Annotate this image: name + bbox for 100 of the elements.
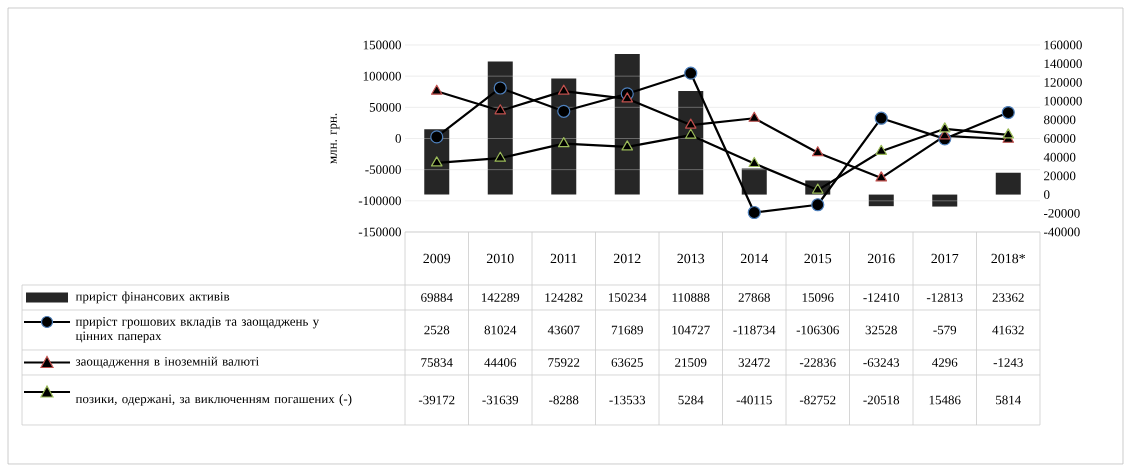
x-tick-label: 2016	[867, 253, 895, 264]
point	[874, 111, 888, 125]
x-tick-label: 2017	[931, 253, 959, 264]
data-label: -63243	[863, 358, 900, 367]
point	[1001, 105, 1015, 120]
data-label: -12410	[863, 293, 900, 302]
point	[748, 111, 761, 122]
data-label: 81024	[484, 325, 517, 335]
point	[557, 104, 571, 118]
data-label: 63625	[611, 358, 643, 367]
data-label: -39172	[418, 395, 455, 405]
point	[1002, 128, 1015, 139]
y2-tick-label: 120000	[1044, 78, 1082, 87]
y2-tick-label: 40000	[1043, 152, 1076, 162]
point	[938, 122, 951, 133]
legend-label: приріст грошових вкладів та заощаджень у цінних паперах	[75, 317, 320, 343]
y-tick-label: 100000	[363, 71, 401, 81]
data-label: 15096	[802, 293, 834, 302]
data-label: -106306	[796, 325, 839, 335]
y2-tick-label: -40000	[1044, 227, 1080, 237]
data-label: 4296	[932, 358, 958, 367]
data-label: 15486	[929, 395, 961, 405]
data-label: 41632	[992, 325, 1024, 335]
y2-tick-label: 20000	[1044, 171, 1076, 181]
data-label: -13533	[609, 395, 646, 405]
point	[430, 84, 443, 95]
data-label: 75922	[548, 358, 580, 367]
bar	[932, 194, 958, 207]
point	[747, 205, 761, 220]
point	[494, 151, 507, 162]
point	[430, 156, 443, 167]
data-label: 27868	[738, 293, 770, 302]
point	[748, 156, 761, 168]
legend-label: позики, одержані, за виключенням погашених (-)	[75, 394, 352, 406]
y-tick-label: 0	[395, 134, 401, 143]
data-label: 43607	[547, 325, 580, 335]
data-label: -31639	[482, 395, 519, 405]
x-tick-label: 2014	[740, 253, 768, 264]
x-tick-label: 2018*	[991, 253, 1026, 264]
x-tick-label: 2015	[804, 253, 832, 264]
data-label: 75834	[421, 358, 453, 367]
point	[811, 198, 825, 212]
legend-label: заощадження в іноземній валюті	[75, 356, 259, 369]
y-tick-label: -150000	[358, 227, 401, 237]
y2-tick-label: 100000	[1044, 96, 1082, 106]
x-tick-label: 2013	[677, 253, 705, 264]
data-label: -118734	[733, 325, 776, 335]
data-label: 110888	[672, 293, 710, 302]
bar	[995, 172, 1021, 195]
point	[684, 66, 698, 80]
point	[493, 81, 507, 95]
y2-tick-label: 60000	[1044, 134, 1076, 143]
y-tick-label: 50000	[369, 102, 401, 112]
x-tick-label: 2012	[613, 253, 641, 264]
bar	[614, 54, 640, 195]
y-tick-label: -100000	[358, 196, 401, 206]
point	[557, 84, 570, 95]
legend-label: приріст фінансових активів	[75, 291, 230, 304]
x-tick-label: 2011	[550, 253, 577, 264]
point	[684, 128, 697, 139]
data-label: -8288	[549, 395, 579, 405]
data-label: 71689	[611, 325, 643, 335]
data-label: 32472	[738, 358, 770, 367]
data-label: 32528	[865, 325, 897, 335]
data-label: 23362	[992, 293, 1024, 302]
bar	[741, 168, 767, 195]
point	[684, 118, 697, 129]
data-label: 21509	[675, 358, 707, 367]
y-axis-title: млн. грн.	[330, 113, 340, 164]
data-label: 5284	[678, 395, 704, 405]
data-label: -82752	[799, 395, 836, 405]
y2-tick-label: 140000	[1044, 59, 1082, 69]
point	[875, 144, 888, 155]
point	[875, 171, 888, 182]
data-label: 69884	[421, 293, 453, 302]
data-label: -40115	[736, 395, 772, 405]
y2-tick-label: 0	[1044, 190, 1050, 199]
x-tick-label: 2009	[423, 253, 451, 264]
data-label: 44406	[484, 358, 517, 367]
data-label: 2528	[424, 325, 450, 335]
y-tick-label: 150000	[363, 40, 401, 50]
y2-tick-label: 160000	[1044, 40, 1082, 50]
data-label: 5814	[996, 395, 1022, 405]
point	[621, 140, 634, 151]
data-label: 142289	[481, 293, 520, 302]
y2-tick-label: -20000	[1044, 208, 1080, 218]
point	[430, 130, 444, 144]
data-label: -12813	[926, 293, 963, 302]
point	[621, 92, 634, 103]
data-label: -22836	[799, 358, 836, 367]
y2-tick-label: 80000	[1044, 115, 1076, 125]
y-tick-label: -50000	[365, 165, 401, 175]
data-label: 150234	[608, 293, 647, 302]
data-label: 104727	[672, 325, 710, 335]
data-label: -579	[933, 325, 957, 335]
point	[494, 104, 507, 115]
point	[811, 146, 824, 157]
x-tick-label: 2010	[486, 253, 514, 264]
data-label: -20518	[863, 395, 900, 405]
data-label: 124282	[545, 293, 583, 302]
